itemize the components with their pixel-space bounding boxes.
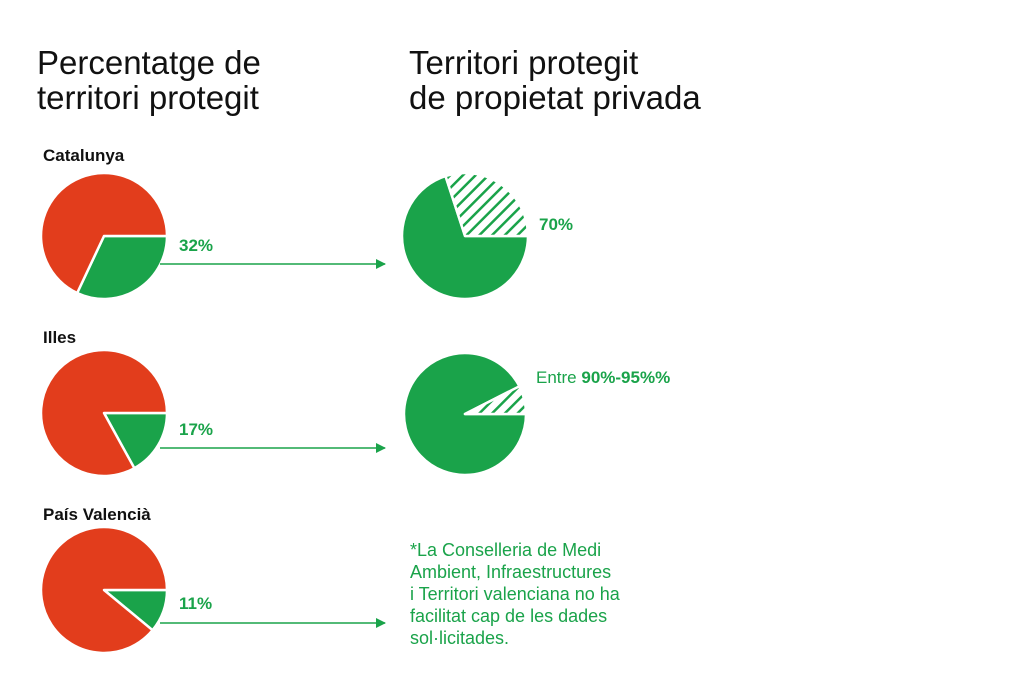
data-label-illes-protected: 17% bbox=[179, 420, 213, 439]
pie-illes-protected bbox=[39, 348, 169, 478]
pie-catalunya-private bbox=[400, 171, 530, 301]
pie-catalunya-protected bbox=[39, 171, 169, 301]
pie-slice-catalunya-primary bbox=[75, 234, 169, 301]
pie-slice-illes-primary bbox=[102, 411, 169, 470]
pie-slice-pais-valencia-rest bbox=[39, 525, 169, 655]
region-label-pais-valencia: País Valencià bbox=[43, 505, 151, 524]
footnote-pais-valencia: *La Conselleria de Medi Ambient, Infraes… bbox=[410, 540, 620, 648]
pie-illes-private bbox=[402, 351, 528, 477]
data-label-illes-private: Entre 90%-95%% bbox=[536, 368, 670, 387]
data-label-illes-private-prefix: Entre bbox=[536, 368, 581, 387]
region-label-catalunya: Catalunya bbox=[43, 146, 125, 165]
title-private-ownership: Territori protegit de propietat privada bbox=[409, 44, 701, 116]
data-label-catalunya-private: 70% bbox=[539, 215, 573, 234]
pie-pais-valencia-protected bbox=[39, 525, 169, 655]
data-label-illes-private-value: 90%-95%% bbox=[581, 368, 670, 387]
region-label-illes: Illes bbox=[43, 328, 77, 347]
data-label-catalunya-protected: 32% bbox=[179, 236, 213, 255]
pie-slice-catalunya-primary bbox=[400, 174, 530, 301]
pie-slice-catalunya-rest bbox=[39, 171, 169, 295]
title-protected-share: Percentatge de territori protegit bbox=[37, 44, 261, 116]
pie-slice-catalunya-hatched bbox=[444, 171, 530, 238]
data-label-pais-valencia-protected: 11% bbox=[179, 594, 212, 613]
pie-slice-illes-rest bbox=[39, 348, 169, 478]
pie-slice-illes-hatched bbox=[463, 385, 528, 416]
